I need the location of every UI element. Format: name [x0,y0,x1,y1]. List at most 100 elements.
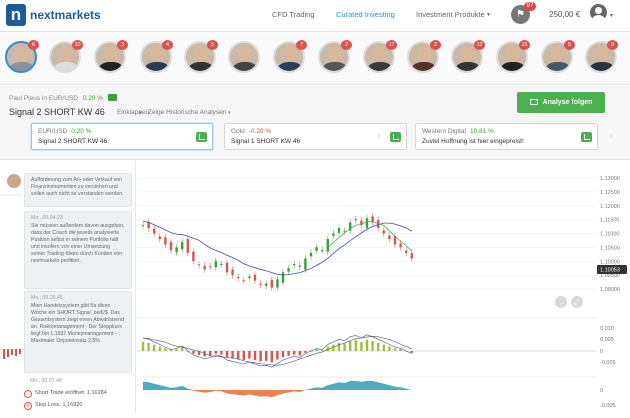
follow-label: Analyse folgen [542,99,593,106]
candle-body [259,283,262,285]
macd-bar [253,351,257,360]
candle-body [147,221,150,228]
macd-bar [293,351,296,355]
coach-badge: 6 [28,40,39,50]
candle-body [158,236,161,240]
user-icon[interactable] [590,4,607,21]
macd-bar [158,346,161,351]
coach-avatar[interactable] [407,41,439,73]
macd-bar [169,350,173,351]
moving-average-long [142,220,413,276]
macd-bar [192,351,195,354]
macd-bar [214,351,217,354]
candle-body [405,250,408,253]
analysis-feed[interactable]: Aufforderung zum An- oder Verkauf von Fi… [0,161,136,413]
macd-bar [276,351,279,360]
current-price-tag: 1.10053 [597,265,627,274]
macd-bar [315,349,318,351]
coach-badge: 9 [607,40,618,50]
user-menu-caret[interactable]: ▾ [610,13,614,19]
oscillator-panel: 0 -0.005 [137,376,616,409]
coach-avatar[interactable] [49,41,81,73]
macd-bar [393,348,397,351]
feed-message: Mo., 00.04.23 Sie müssen außerdem davon a… [24,211,132,289]
price-chart[interactable]: 1.13000 1.12500 1.12000 1.11500 1.11000 1.105… [137,161,630,413]
coach-avatar[interactable] [585,41,617,73]
coach-badge: 17 [386,40,397,50]
macd-bar [360,342,363,351]
message-date: Mo., 00.04.23 [31,215,63,221]
macd-bar [365,339,369,351]
carousel-prev-icon[interactable]: ‹ [378,133,381,140]
coach-badge: 10 [72,40,83,50]
signal-card[interactable]: EUR/USD 0.20 % Signal 2 SHORT KW 46 [31,123,213,150]
macd-bar [141,342,145,351]
coach-avatar[interactable] [496,41,528,73]
signal-header: Paul Pleus in EUR/USD 0.20 % Signal 2 SH… [0,86,630,160]
macd-bar [371,341,374,351]
macd-bar [248,351,251,359]
brand-logo[interactable]: n nextmarkets [6,4,101,26]
candle-body [141,225,145,227]
candle-body [326,239,329,252]
chart-tools[interactable]: ↔ ⤢ [555,296,583,308]
candle-body [332,233,335,236]
candle-body [382,230,385,234]
candle-body [349,222,352,231]
coach-avatar[interactable] [228,41,260,73]
candle-body [293,264,296,266]
signal-card[interactable]: Western Digital 10.81 % Zuviel Hoffnung i… [415,123,598,150]
history-link[interactable]: Zeige Historische Analysen [148,109,227,116]
nav-cfd-trading[interactable]: CFD Trading [272,10,315,19]
price-axis-label: 1.09000 [600,287,620,293]
macd-bar [147,342,150,351]
macd-bar [175,349,178,351]
trade-entry: ↓ Short Trade eröffnet: 1,10284 [24,389,132,398]
follow-analysis-button[interactable]: Analyse folgen [517,92,605,113]
candle-body [360,220,363,226]
macd-panel: 0.010 0.005 0 -0.005 [137,317,616,368]
candle-body [309,252,313,257]
trade-entry: ⊘ Stop Loss: 1,16920 [24,401,132,410]
macd-bar [410,351,413,353]
nav-investment-produkte[interactable]: Investment Produkte [416,10,485,19]
card-market: EUR/USD [38,128,68,135]
macd-bar [181,347,184,351]
card-signal-name: Signal 1 SHORT KW 46 [231,138,301,145]
candle-body [209,266,212,268]
coach-avatar[interactable] [363,41,395,73]
oscillator-axis-label: 0 [600,388,603,394]
candle-body [343,230,346,232]
current-price-label: 1.10053 [600,268,620,274]
stop-loss-icon: ⊘ [24,402,32,410]
coach-badge: 5 [207,40,218,50]
macd-bar [220,351,223,355]
top-navbar: n nextmarkets CFD Trading Curated Invest… [0,0,630,32]
candle-body [175,247,178,253]
price-axis-label: 1.09500 [600,273,620,279]
card-signal-name: Zuviel Hoffnung ist hier eingepreist! [422,138,524,145]
chart-icon [390,132,401,142]
signal-card[interactable]: Gold -0.20 % Signal 1 SHORT KW 46 [224,123,407,150]
macd-bar [326,346,329,351]
message-date: Mo., 00.05.45 [31,295,63,301]
trade-text: Stop Loss: 1,16920 [35,402,83,408]
candle-body [304,258,307,270]
candle-body [253,274,257,281]
macd-bar [237,351,240,360]
macd-bar [270,351,273,363]
nav-curated-investing[interactable]: Curated Investing [336,10,395,19]
account-balance: 250,00 € [549,10,581,19]
message-text: Mein Handelssystem gibt für diese Woche … [31,303,124,344]
candle-body [186,238,189,253]
candle-body [276,279,279,288]
candle-body [354,219,357,221]
coach-avatar[interactable] [273,41,305,73]
candle-body [169,241,173,251]
trade-text: Short Trade eröffnet: 1,10284 [35,390,107,396]
macd-bar [259,351,262,362]
chart-canvas: 1.13000 1.12500 1.12000 1.11500 1.11000 1.105… [137,176,627,409]
collapse-link[interactable]: Einklappen [117,109,150,116]
carousel-next-icon[interactable]: › [610,133,613,140]
macd-bar [382,344,385,351]
